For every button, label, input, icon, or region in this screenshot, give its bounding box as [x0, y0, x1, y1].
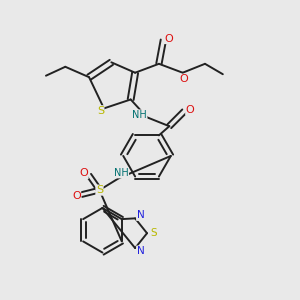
Text: S: S — [96, 185, 103, 195]
Text: O: O — [164, 34, 173, 44]
Text: S: S — [97, 106, 104, 116]
Text: N: N — [136, 246, 144, 256]
Text: NH: NH — [132, 110, 147, 120]
Text: S: S — [150, 228, 157, 238]
Text: O: O — [79, 169, 88, 178]
Text: NH: NH — [114, 168, 128, 178]
Text: O: O — [72, 191, 81, 201]
Text: O: O — [179, 74, 188, 84]
Text: O: O — [186, 105, 194, 115]
Text: N: N — [136, 210, 144, 220]
